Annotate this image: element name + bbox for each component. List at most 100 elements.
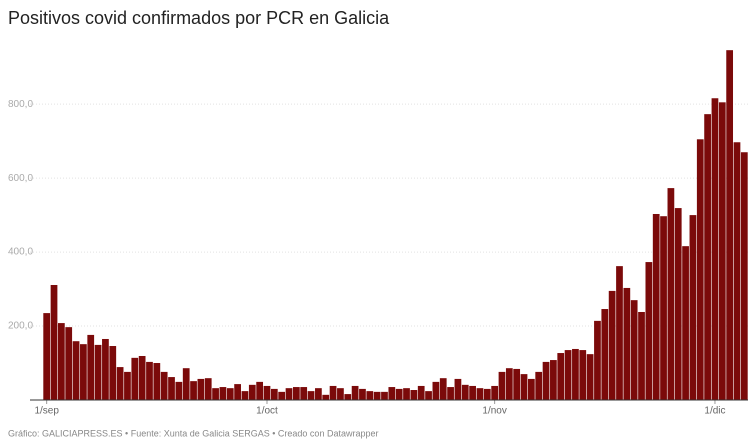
bar (601, 309, 609, 400)
bar (373, 391, 381, 400)
bar (505, 368, 513, 400)
bar (102, 338, 109, 400)
bar (131, 357, 139, 400)
bar (175, 381, 183, 400)
bar (439, 378, 447, 400)
bar (513, 368, 521, 400)
bar (366, 391, 374, 400)
bar (329, 385, 337, 400)
bar (726, 50, 734, 400)
bar (248, 384, 256, 400)
bar (638, 311, 645, 400)
y-tick-label: 600,0 (8, 173, 33, 184)
bar (285, 388, 293, 400)
chart-title: Positivos covid confirmados por PCR en G… (8, 8, 390, 28)
bar (608, 290, 616, 400)
bar (696, 139, 704, 400)
bar (160, 371, 168, 400)
bar (241, 391, 249, 400)
bar (527, 378, 535, 400)
bar (594, 320, 601, 400)
bar (410, 390, 418, 400)
bar (234, 384, 241, 400)
x-tick-label: 1/oct (256, 406, 278, 417)
bar (388, 387, 396, 400)
bar (197, 378, 205, 400)
bar (550, 360, 557, 400)
bar (219, 387, 227, 400)
bar (630, 300, 638, 400)
bar (138, 355, 146, 400)
bar (322, 394, 330, 400)
bar (116, 367, 124, 400)
bar (395, 388, 403, 400)
bar (718, 102, 726, 400)
bar (660, 216, 667, 400)
bar (307, 391, 315, 400)
bar (586, 354, 594, 400)
bar (579, 350, 587, 400)
bar (278, 391, 286, 400)
bar (542, 361, 550, 400)
bar (682, 246, 689, 400)
bar (65, 327, 73, 400)
bar (704, 114, 711, 401)
bar (491, 385, 499, 400)
bar (43, 313, 51, 400)
bar (168, 377, 175, 400)
bar (109, 346, 117, 400)
bar (359, 388, 366, 400)
bar (616, 266, 623, 400)
bar (256, 381, 264, 400)
bar (652, 213, 660, 400)
bar (476, 388, 484, 400)
bar (645, 262, 653, 400)
bar (344, 394, 352, 400)
bar (87, 334, 95, 400)
bar (226, 388, 234, 400)
bar (674, 208, 682, 400)
bar (535, 371, 543, 400)
bar (263, 385, 271, 400)
bar (403, 388, 410, 400)
bar (381, 391, 388, 400)
bar (564, 350, 572, 400)
bar (483, 388, 491, 400)
bar (689, 215, 697, 400)
bar (94, 344, 102, 400)
bar (711, 98, 719, 400)
bar (557, 353, 565, 400)
bar (270, 388, 278, 400)
bar (733, 142, 741, 401)
bar (153, 363, 161, 400)
x-tick-label: 1/dic (704, 406, 725, 417)
y-tick-label: 200,0 (8, 321, 33, 332)
bar (182, 368, 190, 400)
bar (292, 387, 300, 400)
bar (212, 388, 219, 400)
bar (124, 371, 131, 400)
bar (80, 344, 87, 400)
bar (204, 378, 212, 400)
bar (520, 374, 528, 400)
bar (461, 384, 469, 400)
bar (190, 381, 197, 400)
bar (432, 381, 440, 400)
bar (454, 378, 462, 400)
bar (315, 388, 322, 400)
y-tick-label: 800,0 (8, 99, 33, 110)
bar (50, 284, 58, 400)
bar (425, 391, 432, 400)
x-tick-label: 1/sep (34, 406, 59, 417)
bar (146, 361, 153, 400)
bar (667, 188, 675, 400)
bar (57, 323, 65, 400)
y-tick-label: 400,0 (8, 247, 33, 258)
bar (417, 385, 425, 400)
source-note: Gráfico: GALICIAPRESS.ES • Fuente: Xunta… (8, 428, 378, 438)
bar (572, 348, 579, 400)
x-tick-label: 1/nov (482, 406, 506, 417)
bar (72, 341, 80, 400)
bar (740, 152, 748, 400)
